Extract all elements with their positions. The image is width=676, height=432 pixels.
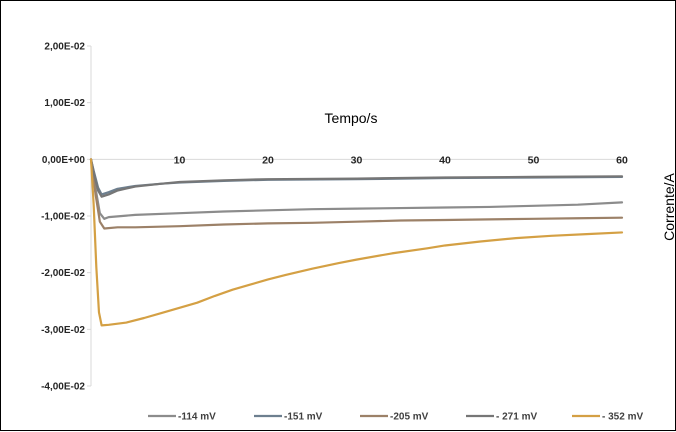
series-line-3 [89,158,624,230]
x-tick-label: 20 [262,154,274,166]
y-axis-title: Corrente/A [661,172,676,240]
legend: -114 mV -151 mV -205 mV - 271 mV - 352 mV [148,412,643,423]
legend-label-3: -205 mV [390,412,429,423]
y-tick-label: 2,00E-02 [44,42,85,53]
y-tick-label: -4,00E-02 [41,382,85,393]
legend-label-5: - 352 mV [602,412,643,423]
x-tick-label: 50 [528,154,540,166]
axes-layer: 2,00E-02 1,00E-02 0,00E+00 -1,00E-02 -2,00E-… [41,42,628,393]
y-tick-label: 0,00E+00 [42,155,86,166]
legend-label-4: - 271 mV [496,412,537,423]
y-tick-label: -3,00E-02 [41,325,85,336]
x-tick-label: 60 [616,154,628,166]
y-tick-label: -2,00E-02 [41,268,85,279]
legend-label-2: -151 mV [284,412,323,423]
x-axis-title: Tempo/s [325,110,378,126]
x-tick-label: 30 [351,154,363,166]
series-line-1 [89,158,624,220]
series-line-5 [89,158,624,327]
series-line-4 [89,158,624,198]
x-tick-label: 40 [439,154,451,166]
legend-label-1: -114 mV [178,412,216,423]
x-tick-label: 10 [174,154,186,166]
y-tick-label: -1,00E-02 [41,212,85,223]
y-tick-label: 1,00E-02 [44,98,85,109]
series-layer [89,158,624,327]
